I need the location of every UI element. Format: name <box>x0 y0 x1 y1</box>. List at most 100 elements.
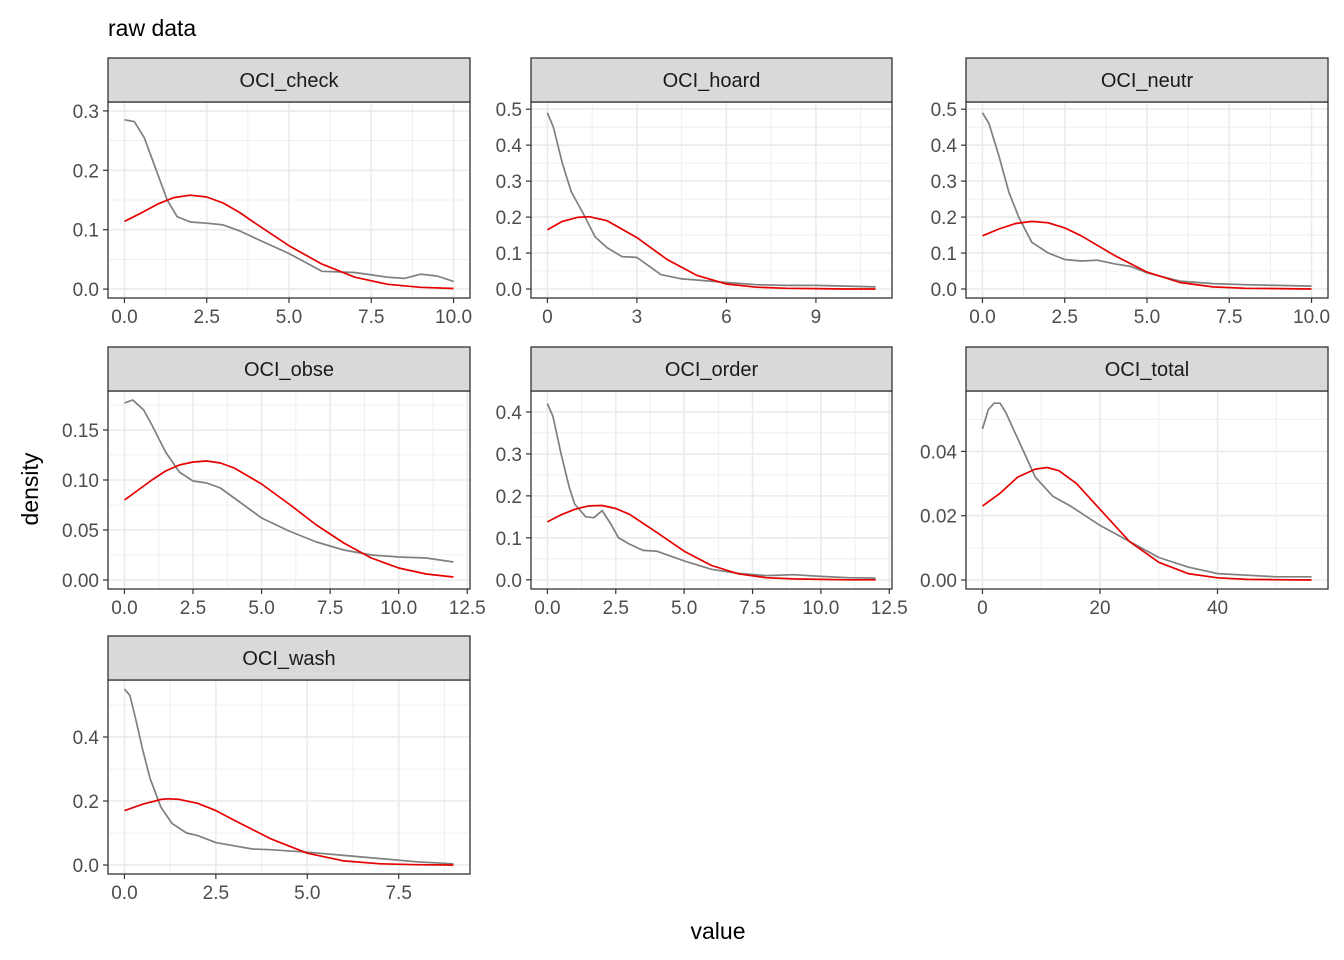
panel-background <box>531 391 892 589</box>
normal-density-line <box>982 220 1312 290</box>
facet-strip <box>107 346 471 392</box>
normal-density-line <box>547 504 876 581</box>
facet-strip <box>530 57 893 103</box>
x-tick-label: 9 <box>811 307 822 328</box>
facet-panel-OCI_obse: OCI_obse 0.0 2.5 5.0 7.5 10.0 12.5 0.00 0.05 0.10… <box>62 346 486 619</box>
y-tick-label: 0.15 <box>62 421 99 442</box>
y-tick-label: 0.10 <box>62 471 99 492</box>
y-tick-label: 0.5 <box>496 100 522 121</box>
x-tick-label: 7.5 <box>385 883 411 904</box>
x-tick-label: 40 <box>1207 598 1228 619</box>
x-tick-label: 2.5 <box>194 307 220 328</box>
raw-density-line <box>124 118 454 283</box>
y-tick-label: 0.1 <box>496 244 522 265</box>
y-tick-label: 0.4 <box>73 728 100 749</box>
x-tick-label: 5.0 <box>248 598 274 619</box>
x-tick-label: 7.5 <box>358 307 384 328</box>
y-tick-label: 0.02 <box>920 507 957 528</box>
y-tick-label: 0.3 <box>73 102 99 123</box>
normal-density-line <box>124 194 454 290</box>
x-tick-label: 0.0 <box>111 598 137 619</box>
raw-density-line <box>124 399 454 563</box>
panel-background <box>108 680 470 874</box>
y-tick-label: 0.2 <box>931 208 957 229</box>
normal-density-line <box>981 466 1312 581</box>
y-tick-label: 0.2 <box>496 487 522 508</box>
facet-strip-label: OCI_hoard <box>663 70 761 92</box>
raw-density-line <box>123 688 454 865</box>
x-tick-label: 5.0 <box>1134 307 1160 328</box>
y-tick-label: 0.0 <box>931 280 957 301</box>
x-tick-label: 2.5 <box>1052 307 1078 328</box>
facet-panel-OCI_check: OCI_check 0.0 2.5 5.0 7.5 10.0 0.0 0.1 0.2 0.3 <box>73 57 472 328</box>
x-tick-label: 0 <box>977 598 988 619</box>
x-tick-label: 2.5 <box>203 883 229 904</box>
x-tick-label: 12.5 <box>871 598 908 619</box>
y-tick-label: 0.0 <box>496 280 522 301</box>
x-tick-label: 5.0 <box>671 598 697 619</box>
x-tick-label: 2.5 <box>603 598 629 619</box>
facet-strip-label: OCI_obse <box>244 359 334 381</box>
y-tick-label: 0.0 <box>496 571 522 592</box>
y-tick-label: 0.00 <box>920 571 957 592</box>
panel-background <box>108 391 470 589</box>
x-tick-label: 2.5 <box>180 598 206 619</box>
y-tick-label: 0.5 <box>931 100 957 121</box>
x-tick-label: 10.0 <box>802 598 839 619</box>
x-tick-label: 0.0 <box>534 598 560 619</box>
x-tick-label: 12.5 <box>449 598 486 619</box>
facet-panel-OCI_total: OCI_total 0 20 40 0.00 0.02 0.04 <box>920 346 1329 619</box>
x-tick-label: 0.0 <box>111 883 137 904</box>
normal-density-line <box>123 460 454 578</box>
x-tick-label: 7.5 <box>1216 307 1242 328</box>
facet-panel-OCI_order: OCI_order 0.0 2.5 5.0 7.5 10.0 12.5 0.0 0.1 0.2 0.… <box>496 346 908 619</box>
x-tick-label: 5.0 <box>276 307 302 328</box>
y-tick-label: 0.1 <box>73 221 99 242</box>
normal-density-line <box>124 797 454 866</box>
raw-density-line <box>981 402 1312 578</box>
y-tick-label: 0.4 <box>496 136 523 157</box>
y-tick-label: 0.1 <box>496 529 522 550</box>
y-tick-label: 0.04 <box>920 442 957 463</box>
x-tick-label: 10.0 <box>1293 307 1330 328</box>
y-tick-label: 0.0 <box>73 856 99 877</box>
y-tick-label: 0.2 <box>496 208 522 229</box>
chart-title: raw data <box>108 15 196 41</box>
raw-density-line <box>546 112 876 288</box>
y-tick-label: 0.3 <box>496 172 522 193</box>
x-axis-title: value <box>691 918 746 944</box>
y-tick-label: 0.00 <box>62 571 99 592</box>
x-tick-label: 10.0 <box>380 598 417 619</box>
normal-density-line <box>546 215 876 290</box>
y-tick-label: 0.1 <box>931 244 957 265</box>
x-tick-label: 6 <box>721 307 732 328</box>
y-tick-label: 0.2 <box>73 792 99 813</box>
facet-strip <box>965 57 1329 103</box>
y-tick-label: 0.3 <box>496 445 522 466</box>
y-axis-title: density <box>17 452 43 525</box>
y-tick-label: 0.3 <box>931 172 957 193</box>
facet-strip-label: OCI_wash <box>242 648 335 670</box>
facet-panel-OCI_hoard: OCI_hoard 0 3 6 9 0.0 0.1 0.2 0.3 0.4 0.5 <box>496 57 893 328</box>
y-tick-label: 0.0 <box>73 280 99 301</box>
facet-panel-OCI_wash: OCI_wash 0.0 2.5 5.0 7.5 0.0 0.2 0.4 <box>73 635 471 904</box>
x-tick-label: 3 <box>632 307 643 328</box>
raw-density-line <box>546 403 876 579</box>
x-tick-label: 0.0 <box>111 307 137 328</box>
facet-strip <box>107 635 471 681</box>
y-tick-label: 0.4 <box>931 136 958 157</box>
x-tick-label: 7.5 <box>739 598 765 619</box>
x-tick-label: 10.0 <box>435 307 472 328</box>
facet-strip-label: OCI_total <box>1105 359 1189 381</box>
facet-strip-label: OCI_neutr <box>1101 70 1194 92</box>
panel-background <box>531 102 892 298</box>
facet-strip <box>530 346 893 392</box>
facet-panel-OCI_neutr: OCI_neutr 0.0 2.5 5.0 7.5 10.0 0.0 0.1 0.2 0.3 0.4… <box>931 57 1330 328</box>
x-tick-label: 0 <box>542 307 553 328</box>
y-tick-label: 0.05 <box>62 521 99 542</box>
x-tick-label: 5.0 <box>294 883 320 904</box>
y-tick-label: 0.4 <box>496 403 523 424</box>
x-tick-label: 7.5 <box>317 598 343 619</box>
facet-strip <box>965 346 1329 392</box>
